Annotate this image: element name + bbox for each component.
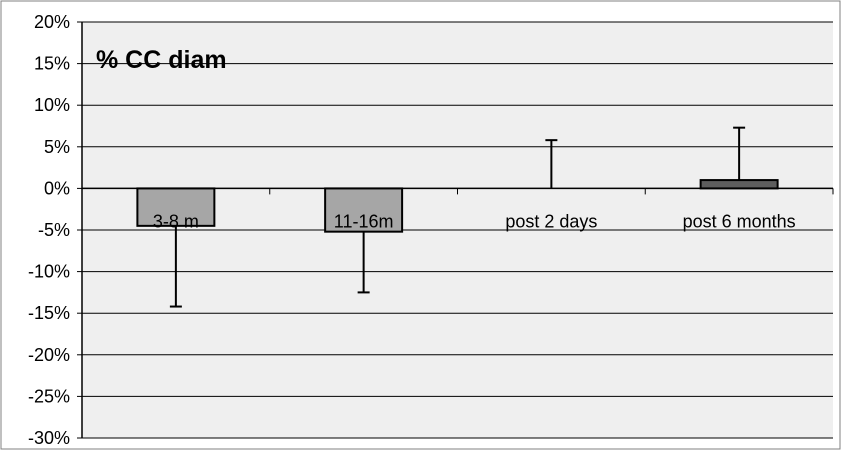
y-tick-label: -10% xyxy=(28,262,70,282)
gridlines xyxy=(82,21,833,439)
y-tick-label: -15% xyxy=(28,303,70,323)
category-label: post 2 days xyxy=(505,211,597,231)
category-labels: 3-8 m 11-16m post 2 days post 6 months xyxy=(153,211,796,231)
y-tick-label: -30% xyxy=(28,428,70,448)
y-tick-label: -25% xyxy=(28,386,70,406)
y-tick-label: 5% xyxy=(44,137,70,157)
chart-title: % CC diam xyxy=(96,46,227,74)
category-label: post 6 months xyxy=(683,211,796,231)
y-tick-label: 15% xyxy=(34,54,70,74)
bar xyxy=(699,179,779,190)
error-bars xyxy=(169,126,746,308)
y-tick-label: 10% xyxy=(34,95,70,115)
axes xyxy=(77,21,834,439)
category-label: 11-16m xyxy=(334,211,394,231)
category-label: 3-8 m xyxy=(153,211,199,231)
y-tick-label: -5% xyxy=(38,220,70,240)
y-tick-labels: 20% 15% 10% 5% 0% -5% -10% -15% -20% -25% -30% xyxy=(28,12,70,448)
y-tick-label: -20% xyxy=(28,345,70,365)
y-tick-label: 0% xyxy=(44,178,70,198)
y-tick-label: 20% xyxy=(34,12,70,32)
